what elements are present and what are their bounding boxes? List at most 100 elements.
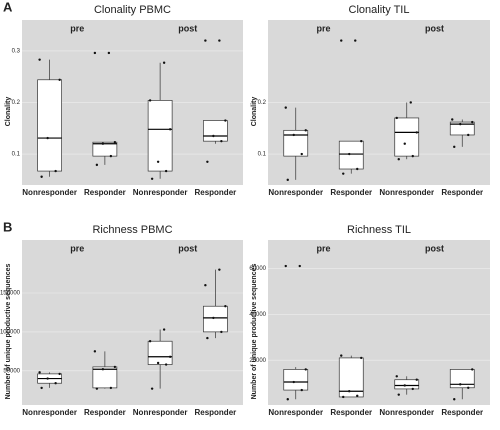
data-point [356, 394, 359, 398]
data-point [40, 386, 43, 390]
y-tick-label: 0.3 [12, 48, 21, 54]
data-point [453, 398, 456, 401]
box [92, 141, 118, 157]
data-point [292, 380, 295, 384]
data-point [95, 163, 99, 167]
data-point [150, 387, 154, 390]
y-tick-label: 50000 [3, 368, 20, 374]
data-point [38, 58, 41, 61]
y-axis-label: Clonality [5, 97, 12, 127]
facet-label: post [425, 23, 444, 33]
data-point [397, 393, 400, 396]
x-tick-label: Nonresponder [22, 408, 77, 417]
data-point [218, 268, 221, 271]
data-point [40, 175, 43, 178]
data-point [224, 305, 227, 308]
panel-letter: B [3, 219, 12, 234]
data-point [54, 169, 57, 173]
facet-label: post [425, 243, 444, 253]
data-point [113, 140, 117, 144]
data-point [415, 131, 418, 134]
data-point [164, 363, 168, 366]
y-tick-label: 40000 [249, 312, 266, 318]
data-point [204, 39, 207, 42]
data-point [206, 160, 209, 163]
data-point [360, 356, 363, 360]
data-point [395, 116, 398, 120]
data-point [348, 152, 351, 156]
x-tick-label: Nonresponder [268, 408, 323, 417]
y-tick-label: 0.1 [12, 152, 21, 158]
data-point [395, 375, 398, 378]
box [92, 366, 118, 389]
data-point [113, 365, 117, 369]
x-tick-label: Responder [194, 188, 236, 197]
data-point [46, 377, 49, 380]
box [394, 117, 420, 157]
box [449, 369, 475, 389]
data-point [342, 172, 345, 175]
data-point [354, 39, 357, 42]
facet-label: pre [316, 243, 330, 253]
x-tick-label: Responder [330, 408, 372, 417]
data-point [93, 350, 97, 353]
x-tick-label: Nonresponder [268, 188, 323, 197]
x-tick-label: Responder [330, 188, 372, 197]
data-point [101, 368, 105, 371]
facet-label: post [178, 243, 197, 253]
data-point [397, 158, 400, 161]
box [203, 120, 228, 142]
data-point [467, 133, 470, 137]
data-point [356, 167, 359, 171]
chart-title: Richness TIL [347, 224, 411, 236]
data-point [109, 154, 113, 158]
data-point [340, 354, 343, 357]
data-point [150, 177, 154, 181]
data-point [224, 119, 227, 122]
data-point [467, 386, 470, 389]
chart-title: Richness PBMC [92, 224, 172, 236]
data-point [38, 371, 41, 374]
data-point [348, 390, 351, 393]
box [394, 379, 420, 390]
x-tick-label: Responder [84, 188, 126, 197]
chart-title: Clonality PBMC [94, 4, 171, 16]
box [147, 340, 173, 365]
data-point [286, 398, 289, 401]
x-tick-label: Nonresponder [379, 188, 434, 197]
data-point [164, 169, 168, 173]
y-tick-label: 150000 [0, 291, 21, 297]
data-point [459, 383, 462, 386]
data-point [168, 128, 172, 131]
data-point [220, 139, 223, 143]
data-point [218, 39, 221, 42]
data-point [403, 384, 406, 387]
data-point [206, 336, 209, 340]
data-point [286, 178, 289, 182]
data-point [284, 106, 287, 109]
y-tick-label: 20000 [249, 358, 266, 364]
data-point [109, 386, 113, 390]
data-point [162, 328, 166, 331]
box [338, 357, 364, 398]
data-point [471, 120, 474, 124]
y-axis-label: Number of unique productive sequences [5, 264, 12, 400]
facet-label: pre [316, 23, 330, 33]
facet-label: post [178, 23, 197, 33]
facet-label: pre [70, 23, 84, 33]
chart-title: Clonality TIL [349, 4, 410, 16]
data-point [212, 134, 215, 138]
data-point [340, 39, 343, 42]
data-point [156, 361, 160, 365]
data-point [46, 136, 49, 140]
data-point [156, 160, 160, 163]
box [203, 305, 228, 333]
x-tick-label: Responder [441, 408, 483, 417]
data-point [453, 145, 456, 149]
y-tick-label: 60000 [249, 266, 266, 272]
data-point [162, 61, 166, 64]
data-point [451, 118, 454, 121]
data-point [409, 101, 412, 104]
data-point [58, 78, 61, 81]
data-point [403, 142, 406, 145]
